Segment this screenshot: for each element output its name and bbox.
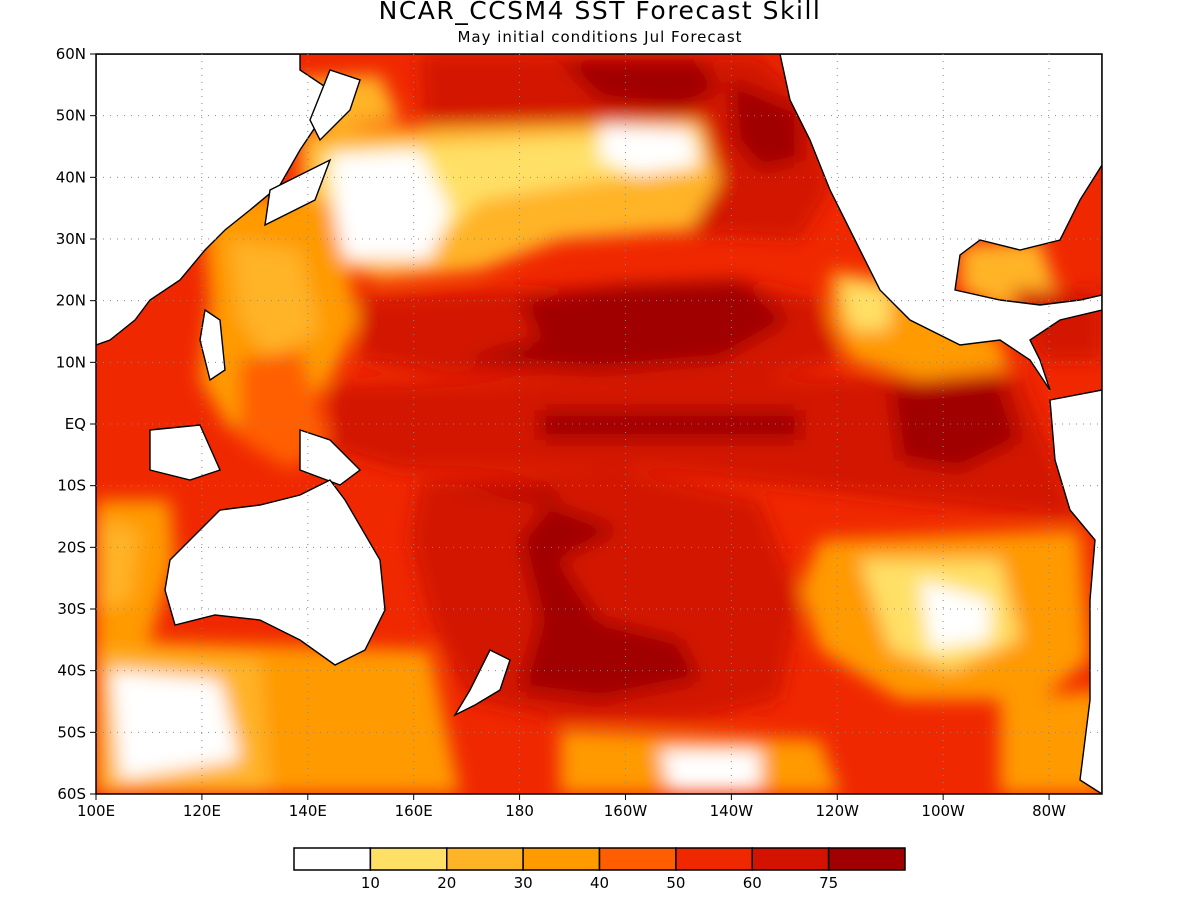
lat-label: 10S: [57, 477, 86, 495]
land-north-america: [779, 54, 1102, 391]
contour-so-west-10: [110, 670, 240, 780]
lat-label: EQ: [65, 415, 86, 433]
lon-label: 180: [505, 802, 534, 820]
land-australia: [164, 479, 386, 666]
lon-label: 100E: [77, 802, 115, 820]
contour-eq-75-central: [540, 410, 800, 440]
colorbar-swatch: [751, 847, 830, 871]
land-philippines: [199, 308, 226, 382]
lon-label: 100W: [921, 802, 965, 820]
lat-label: 50N: [56, 107, 86, 125]
contour-sepac-10: [920, 580, 990, 650]
land-south-america: [1049, 389, 1102, 794]
lat-label: 60N: [56, 45, 86, 63]
contour-so-east-10: [660, 750, 760, 790]
colorbar-label: 60: [743, 874, 762, 892]
land-asia: [96, 54, 331, 346]
colorbar-swatch: [369, 847, 448, 871]
chart-subtitle: May initial conditions Jul Forecast: [457, 28, 743, 46]
lon-label: 160W: [604, 802, 648, 820]
land-new-zealand: [453, 649, 511, 717]
land-new-guinea: [299, 429, 362, 486]
colorbar-label: 30: [514, 874, 533, 892]
colorbar-label: 20: [437, 874, 456, 892]
lat-label: 30S: [57, 600, 86, 618]
colorbar-swatch: [827, 847, 906, 871]
lon-label: 140W: [710, 802, 754, 820]
skill-field: [96, 54, 1102, 794]
lon-label: 140E: [289, 802, 327, 820]
colorbar-swatch: [675, 847, 753, 871]
colorbar: 10 20 30 40 50 60 75: [293, 847, 906, 892]
latitude-axis: 60N 50N 40N 30N 20N 10N EQ 10S 20S 30S 40S 50S 60S: [56, 45, 96, 803]
lon-label: 80W: [1032, 802, 1066, 820]
contour-mexico-20: [840, 280, 890, 330]
lat-label: 30N: [56, 230, 86, 248]
lat-label: 20N: [56, 292, 86, 310]
contour-wpac-30: [230, 240, 320, 360]
contour-indian-30: [96, 520, 140, 610]
land-masses: [96, 54, 1102, 794]
colorbar-label: 40: [590, 874, 609, 892]
lat-label: 40S: [57, 662, 86, 680]
contour-midlat-10-east: [600, 125, 700, 175]
contour-eq-60: [330, 375, 1080, 520]
colorbar-swatch: [522, 847, 601, 871]
lat-label: 20S: [57, 538, 86, 556]
lon-label: 120W: [816, 802, 860, 820]
contour-cnpac-75: [460, 280, 790, 370]
colorbar-swatch: [293, 847, 372, 871]
colorbar-swatch: [598, 847, 677, 871]
lon-label: 160E: [395, 802, 433, 820]
lat-label: 60S: [57, 785, 86, 803]
contour-npac-core: [560, 60, 720, 110]
lat-label: 40N: [56, 168, 86, 186]
colorbar-swatch: [446, 847, 524, 871]
colorbar-label: 75: [819, 874, 838, 892]
contour-npac-east: [730, 80, 800, 170]
contour-spac-75: [440, 490, 700, 700]
contour-eq-75-east: [890, 380, 1020, 470]
chart-title: NCAR_CCSM4 SST Forecast Skill: [378, 0, 822, 25]
contour-spac-60: [410, 470, 800, 720]
land-kamchatka: [309, 69, 361, 142]
graticule: [96, 54, 1102, 794]
contour-midlat-10-west: [330, 150, 450, 260]
contour-so-far-east: [1000, 690, 1102, 794]
lat-label: 10N: [56, 353, 86, 371]
longitude-axis: 100E 120E 140E 160E 180 160W 140W 120W 100W 80W: [77, 794, 1066, 820]
lat-label: 50S: [57, 723, 86, 741]
colorbar-label: 50: [666, 874, 685, 892]
land-borneo: [149, 424, 221, 481]
land-japan: [264, 158, 332, 227]
skill-contours: [96, 54, 1102, 794]
colorbar-label: 10: [361, 874, 380, 892]
lon-label: 120E: [183, 802, 221, 820]
